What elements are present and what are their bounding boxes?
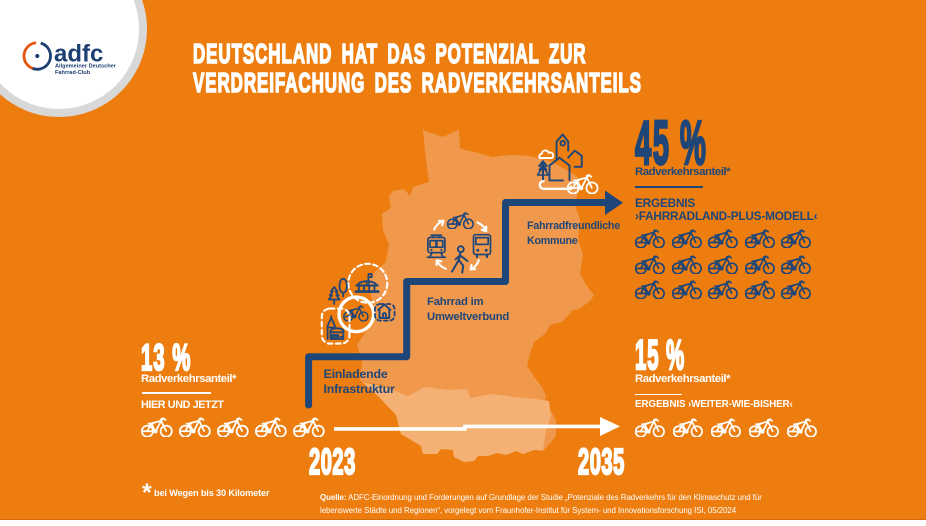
svg-text:Fahrrad-Club: Fahrrad-Club [55,70,91,76]
svg-text:Allgemeiner Deutscher: Allgemeiner Deutscher [55,64,117,70]
svg-text:adfc: adfc [54,41,103,68]
